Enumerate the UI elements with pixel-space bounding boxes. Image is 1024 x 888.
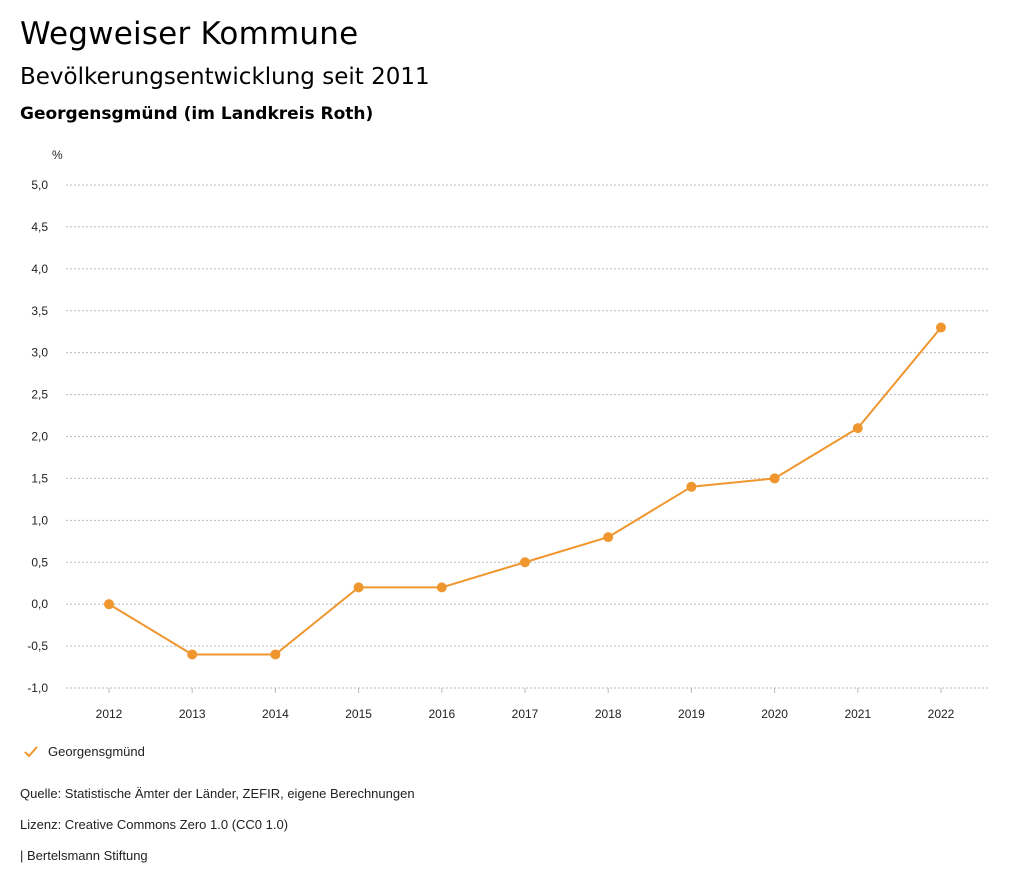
x-tick-label: 2014	[262, 707, 289, 721]
data-point[interactable]	[104, 599, 114, 610]
x-tick-label: 2012	[96, 707, 123, 721]
source-note: Quelle: Statistische Ämter der Länder, Z…	[20, 786, 415, 801]
series-layer	[104, 322, 946, 660]
y-tick-label: -0,5	[27, 639, 48, 653]
x-axis-tick-labels: 2012 2013 2014 2015 2016 2017 2018 2019 2020 2021…	[96, 688, 955, 721]
legend-item-label: Georgensgmünd	[48, 744, 145, 759]
y-tick-label: 1,5	[31, 471, 48, 485]
chart-subtitle: Georgensgmünd (im Landkreis Roth)	[20, 104, 374, 124]
y-tick-label: 1,0	[31, 513, 48, 527]
data-point[interactable]	[686, 481, 697, 492]
y-tick-label: 3,5	[31, 304, 48, 318]
y-tick-label: 0,5	[31, 555, 48, 569]
data-point[interactable]	[852, 423, 863, 434]
x-tick-label: 2017	[512, 707, 539, 721]
publisher-note: | Bertelsmann Stiftung	[20, 848, 148, 863]
x-tick-label: 2018	[595, 707, 622, 721]
line-chart: % 5,0 4,5 4,0 3,5 3,0 2,5 2,0 1,5 1,0 0,5 0,0 -0,5 -…	[27, 148, 990, 721]
y-tick-label: -1,0	[27, 681, 48, 695]
series-line	[108, 326, 942, 656]
x-tick-label: 2016	[428, 707, 455, 721]
data-point[interactable]	[270, 649, 281, 660]
x-tick-label: 2021	[844, 707, 871, 721]
data-point[interactable]	[187, 649, 198, 660]
data-point[interactable]	[353, 582, 364, 593]
x-tick-label: 2015	[345, 707, 372, 721]
y-tick-label: 5,0	[31, 178, 48, 192]
license-note: Lizenz: Creative Commons Zero 1.0 (CC0 1…	[20, 817, 289, 832]
x-tick-label: 2022	[928, 707, 955, 721]
x-tick-label: 2019	[678, 707, 705, 721]
y-tick-label: 2,5	[31, 388, 48, 402]
data-point[interactable]	[936, 322, 946, 333]
data-point[interactable]	[769, 473, 780, 484]
legend[interactable]: Georgensgmünd	[24, 744, 145, 759]
y-tick-label: 0,0	[31, 597, 48, 611]
page-title: Wegweiser Kommune	[20, 16, 359, 52]
x-tick-label: 2020	[761, 707, 788, 721]
chart-title: Bevölkerungsentwicklung seit 2011	[20, 64, 430, 90]
y-tick-label: 4,0	[31, 262, 48, 276]
grid-lines	[66, 184, 990, 689]
data-point[interactable]	[436, 582, 447, 593]
data-point[interactable]	[520, 557, 530, 568]
y-axis-unit-label: %	[52, 148, 63, 162]
data-point[interactable]	[603, 532, 614, 543]
y-tick-label: 2,0	[31, 430, 48, 444]
y-tick-label: 3,0	[31, 346, 48, 360]
x-tick-label: 2013	[179, 707, 206, 721]
y-tick-label: 4,5	[31, 220, 48, 234]
check-icon	[24, 746, 38, 757]
y-axis-tick-labels: 5,0 4,5 4,0 3,5 3,0 2,5 2,0 1,5 1,0 0,5 0,0 -0,5 -1,…	[27, 178, 48, 695]
